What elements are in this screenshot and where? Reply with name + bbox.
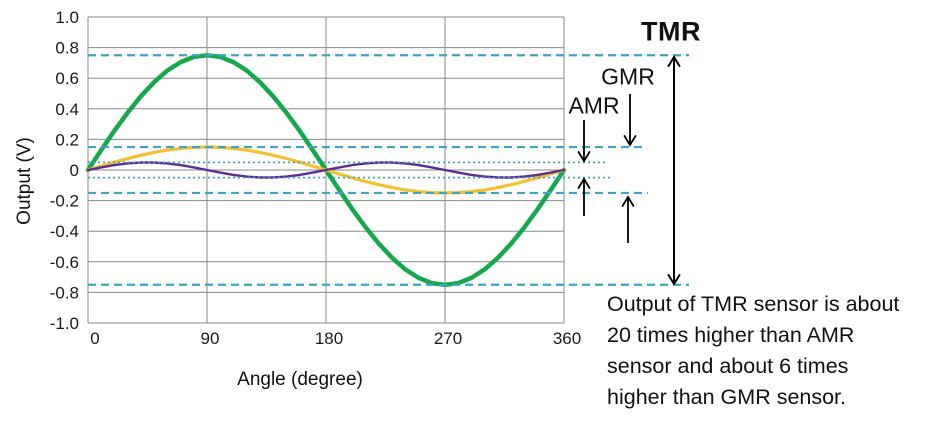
x-tick-label: 90 [201, 329, 220, 348]
note-line-4: higher than GMR sensor. [607, 385, 847, 409]
gmr-down-arrow-head [623, 135, 637, 147]
gmr-up-arrow-head [621, 195, 635, 207]
y-tick-label: 1.0 [55, 8, 79, 27]
y-axis-title: Output (V) [14, 137, 35, 225]
x-tick-label: 0 [90, 329, 99, 348]
amr-curve [86, 161, 566, 179]
x-tick-label: 360 [553, 329, 581, 348]
tmr-range-arrow-bottom-head [667, 274, 681, 286]
tmr-series-label: TMR [641, 16, 701, 47]
x-axis-title: Angle (degree) [237, 369, 363, 390]
y-tick-label: -0.8 [50, 283, 79, 302]
y-tick-label: 0.8 [55, 39, 79, 58]
note-line-3: sensor and about 6 times [607, 354, 849, 378]
y-tick-label: -0.4 [50, 222, 79, 241]
y-tick-label: -0.2 [50, 192, 79, 211]
gmr-series-label: GMR [601, 63, 655, 90]
y-tick-label: 0.4 [55, 100, 79, 119]
amr-down-arrow-head [577, 151, 591, 163]
y-tick-label: 0 [70, 161, 79, 180]
note-line-2: 20 times higher than AMR [607, 323, 855, 347]
y-tick-label: -1.0 [50, 314, 79, 333]
tmr-range-arrow-top-head [667, 55, 681, 67]
y-tick-label: -0.6 [50, 253, 79, 272]
amr-series-label: AMR [568, 92, 620, 119]
note-line-1: Output of TMR sensor is about [607, 292, 900, 316]
note-text: Output of TMR sensor is about 20 times h… [607, 289, 899, 413]
y-tick-label: 0.6 [55, 69, 79, 88]
y-tick-label: 0.2 [55, 130, 79, 149]
x-tick-label: 270 [434, 329, 462, 348]
x-tick-label: 180 [315, 329, 343, 348]
amr-up-arrow-head [577, 177, 591, 189]
